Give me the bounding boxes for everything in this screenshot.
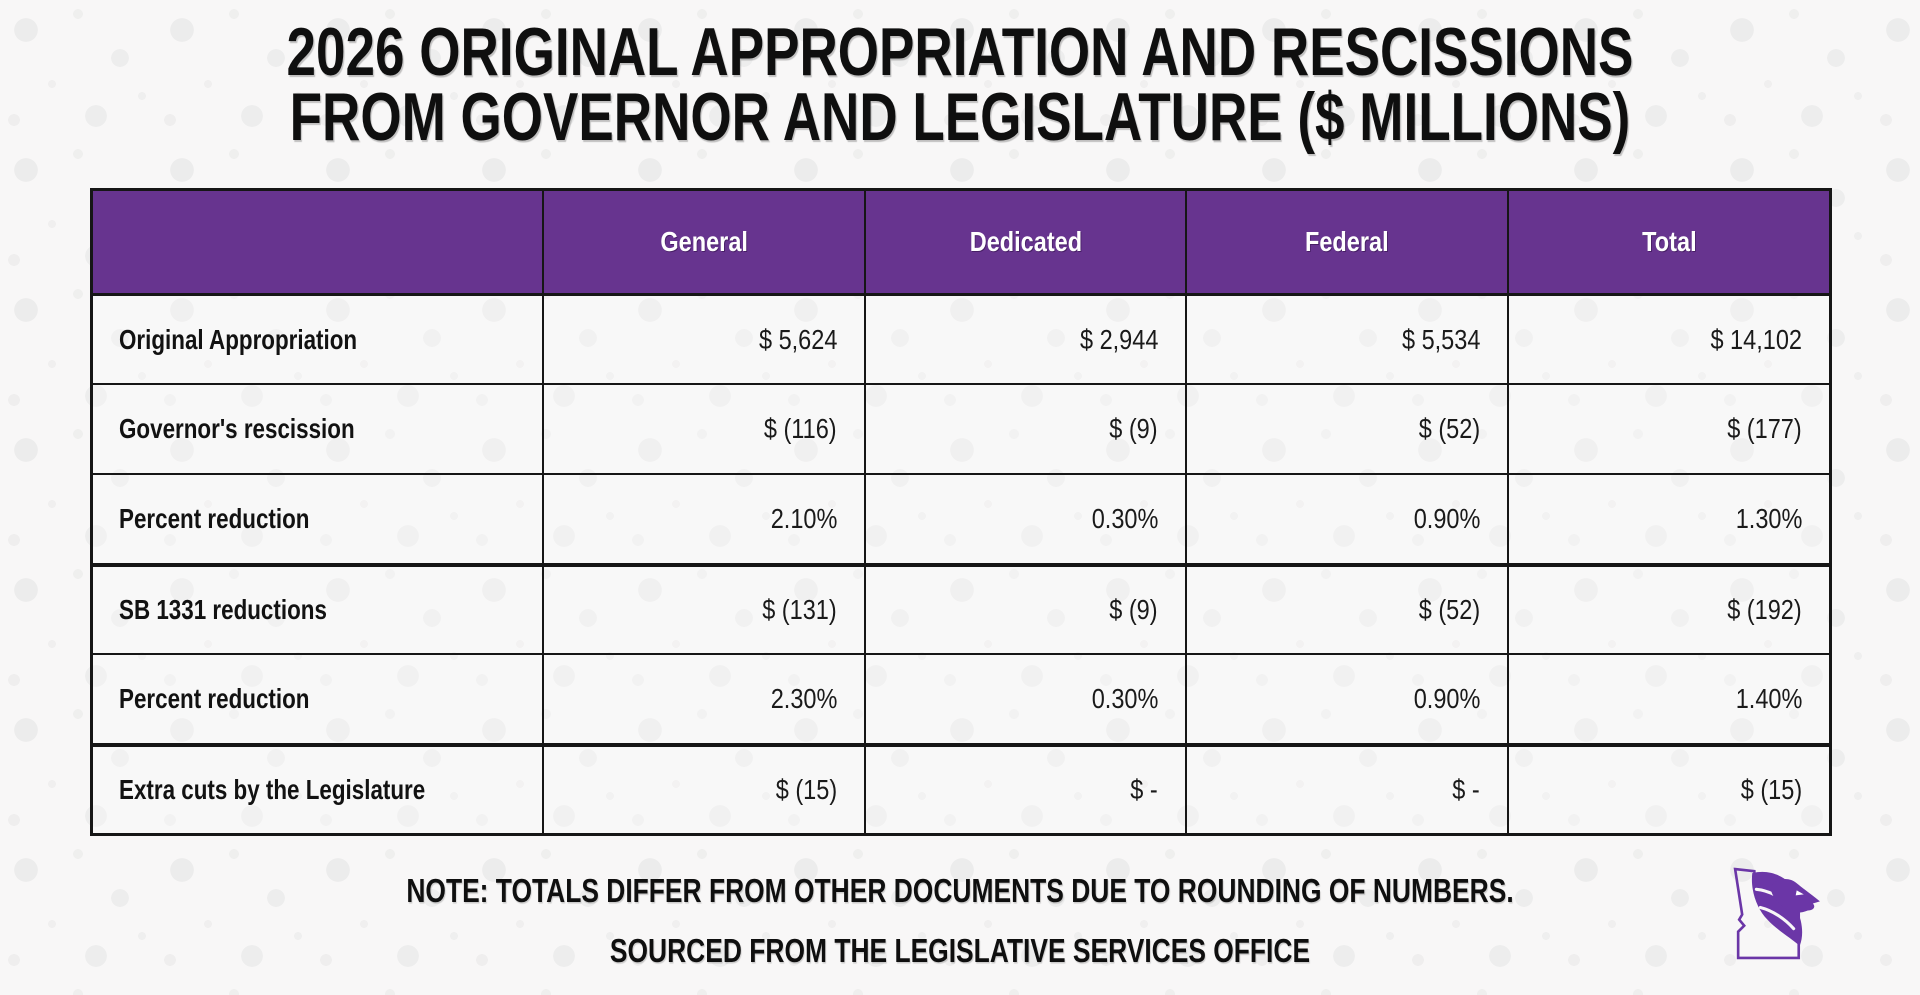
corner-cell — [93, 191, 542, 293]
cell-total: $ (15) — [1507, 747, 1829, 833]
cell-value: $ 14,102 — [1710, 323, 1802, 355]
cell-value: 2.10% — [770, 503, 837, 534]
cell-value: $ (52) — [1418, 594, 1480, 625]
cell-value: $ (15) — [1740, 774, 1802, 805]
note-rounding: NOTE: TOTALS DIFFER FROM OTHER DOCUMENTS… — [406, 872, 1514, 909]
cell-federal: $ (52) — [1185, 567, 1507, 653]
row-label: Original Appropriation — [119, 323, 358, 355]
cell-value: $ (116) — [764, 413, 837, 444]
cell-dedicated: $ 2,944 — [864, 296, 1185, 383]
row-label-cell: SB 1331 reductions — [93, 567, 542, 653]
row-label: Extra cuts by the Legislature — [119, 774, 426, 805]
cell-general: $ (131) — [542, 567, 864, 653]
cell-dedicated: $ (9) — [864, 567, 1185, 653]
cell-dedicated: $ (9) — [864, 385, 1185, 473]
cell-value: $ - — [1452, 774, 1480, 805]
page-title: 2026 ORIGINAL APPROPRIATION AND RESCISSI… — [0, 14, 1920, 155]
table-row-governors-rescission: Governor's rescission $ (116) $ (9) $ (5… — [93, 383, 1829, 473]
wing-gap-2 — [1758, 905, 1796, 931]
appropriations-table: General Dedicated Federal Total Original… — [90, 188, 1832, 836]
cell-value: 0.90% — [1413, 683, 1480, 714]
column-header-total: Total — [1507, 191, 1829, 293]
cell-value: $ - — [1130, 774, 1158, 805]
cell-value: $ (9) — [1109, 594, 1158, 625]
cell-value: $ 5,624 — [758, 323, 837, 355]
cell-value: 2.30% — [770, 683, 837, 714]
eagle-head-icon — [1770, 878, 1820, 913]
cell-general: 2.30% — [542, 655, 864, 743]
cell-value: $ (9) — [1109, 413, 1158, 444]
cell-dedicated: 0.30% — [864, 655, 1185, 743]
idaho-eagle-logo — [1733, 867, 1820, 960]
cell-dedicated: 0.30% — [864, 475, 1185, 563]
row-label: Percent reduction — [119, 503, 310, 534]
cell-value: $ 2,944 — [1079, 323, 1158, 355]
cell-dedicated: $ - — [864, 747, 1185, 833]
cell-federal: $ (52) — [1185, 385, 1507, 473]
table-row-percent-reduction-1: Percent reduction 2.10% 0.30% 0.90% 1.30… — [93, 473, 1829, 563]
row-label-cell: Percent reduction — [93, 475, 542, 563]
cell-value: 0.30% — [1091, 503, 1158, 534]
column-header-label: Federal — [1305, 226, 1389, 257]
row-label: Governor's rescission — [119, 413, 355, 444]
page-title-line-1: 2026 ORIGINAL APPROPRIATION AND RESCISSI… — [286, 14, 1634, 90]
cell-general: $ 5,624 — [542, 296, 864, 383]
row-label-cell: Governor's rescission — [93, 385, 542, 473]
cell-value: 1.40% — [1735, 683, 1802, 714]
cell-total: $ 14,102 — [1507, 296, 1829, 383]
row-label: SB 1331 reductions — [119, 594, 327, 625]
table-row-sb1331-reductions: SB 1331 reductions $ (131) $ (9) $ (52) … — [93, 563, 1829, 653]
cell-value: $ (15) — [775, 774, 837, 805]
row-label-cell: Extra cuts by the Legislature — [93, 747, 542, 833]
cell-federal: $ 5,534 — [1185, 296, 1507, 383]
column-header-dedicated: Dedicated — [864, 191, 1185, 293]
table-row-percent-reduction-2: Percent reduction 2.30% 0.30% 0.90% 1.40… — [93, 653, 1829, 743]
column-header-label: General — [660, 226, 748, 257]
cell-value: $ (192) — [1727, 594, 1802, 625]
column-header-label: Total — [1641, 226, 1697, 257]
note-source: SOURCED FROM THE LEGISLATIVE SERVICES OF… — [609, 932, 1311, 969]
cell-total: $ (192) — [1507, 567, 1829, 653]
cell-total: 1.40% — [1507, 655, 1829, 743]
cell-value: $ 5,534 — [1401, 323, 1480, 355]
table-header-row: General Dedicated Federal Total — [93, 191, 1829, 293]
eagle-eye-icon — [1795, 890, 1804, 896]
row-label-cell: Original Appropriation — [93, 296, 542, 383]
cell-federal: 0.90% — [1185, 655, 1507, 743]
cell-value: 0.90% — [1413, 503, 1480, 534]
cell-value: $ (131) — [762, 594, 837, 625]
table-row-original-appropriation: Original Appropriation $ 5,624 $ 2,944 $… — [93, 293, 1829, 383]
cell-value: 1.30% — [1735, 503, 1802, 534]
cell-federal: 0.90% — [1185, 475, 1507, 563]
page-title-line-2: FROM GOVERNOR AND LEGISLATURE ($ MILLION… — [289, 79, 1631, 155]
cell-value: 0.30% — [1091, 683, 1158, 714]
table-row-extra-cuts: Extra cuts by the Legislature $ (15) $ -… — [93, 743, 1829, 833]
row-label: Percent reduction — [119, 683, 310, 714]
column-header-label: Dedicated — [969, 226, 1082, 257]
footer-notes: NOTE: TOTALS DIFFER FROM OTHER DOCUMENTS… — [0, 872, 1920, 969]
cell-general: $ (116) — [542, 385, 864, 473]
cell-value: $ (177) — [1727, 413, 1802, 444]
cell-total: $ (177) — [1507, 385, 1829, 473]
column-header-general: General — [542, 191, 864, 293]
column-header-federal: Federal — [1185, 191, 1507, 293]
cell-total: 1.30% — [1507, 475, 1829, 563]
cell-general: $ (15) — [542, 747, 864, 833]
cell-value: $ (52) — [1418, 413, 1480, 444]
row-label-cell: Percent reduction — [93, 655, 542, 743]
cell-general: 2.10% — [542, 475, 864, 563]
cell-federal: $ - — [1185, 747, 1507, 833]
